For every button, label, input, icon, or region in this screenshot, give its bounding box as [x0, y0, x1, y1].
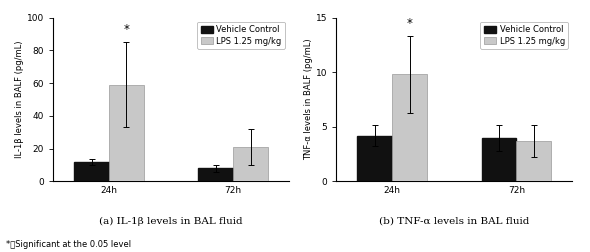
Legend: Vehicle Control, LPS 1.25 mg/kg: Vehicle Control, LPS 1.25 mg/kg: [480, 22, 568, 49]
Text: *: *: [407, 17, 412, 30]
Bar: [109, 85, 144, 181]
Text: (a) IL-1β levels in BAL fluid: (a) IL-1β levels in BAL fluid: [99, 217, 243, 226]
Bar: [198, 168, 233, 181]
Bar: [74, 162, 109, 181]
Text: *: *: [123, 23, 129, 36]
Text: (b) TNF-α levels in BAL fluid: (b) TNF-α levels in BAL fluid: [379, 217, 529, 226]
Bar: [481, 138, 516, 181]
Bar: [392, 74, 427, 181]
Bar: [358, 136, 392, 181]
Bar: [233, 147, 268, 181]
Y-axis label: IL-1β levels in BALF (pg/mL): IL-1β levels in BALF (pg/mL): [15, 41, 24, 158]
Text: *：Significant at the 0.05 level: *：Significant at the 0.05 level: [6, 240, 131, 249]
Bar: [516, 141, 551, 181]
Y-axis label: TNF-α levels in BALF (pg/mL): TNF-α levels in BALF (pg/mL): [304, 39, 313, 160]
Legend: Vehicle Control, LPS 1.25 mg/kg: Vehicle Control, LPS 1.25 mg/kg: [197, 22, 285, 49]
